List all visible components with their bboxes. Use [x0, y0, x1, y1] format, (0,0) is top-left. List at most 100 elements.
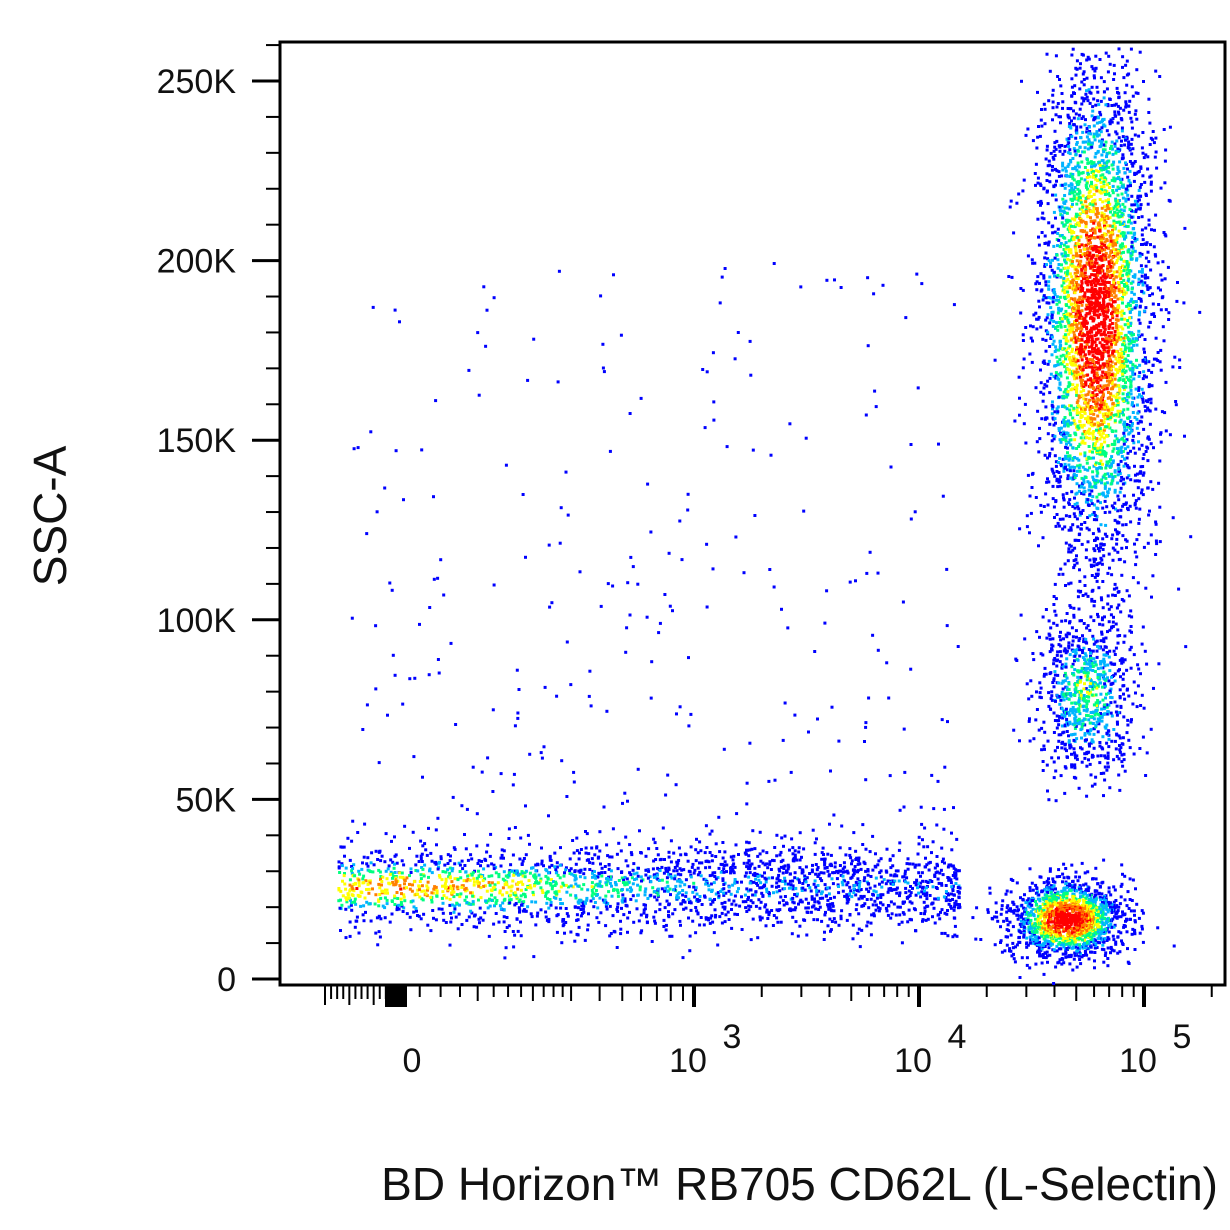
event-dot — [1150, 595, 1153, 599]
event-dot — [1006, 935, 1009, 939]
event-dot — [1106, 494, 1109, 498]
event-dot — [1073, 723, 1077, 727]
event-dot — [1089, 728, 1093, 732]
event-dot — [1041, 769, 1045, 772]
event-dot — [1085, 135, 1089, 139]
event-dot — [776, 920, 780, 924]
event-dot — [793, 871, 797, 875]
event-dot — [1138, 471, 1142, 475]
event-dot — [1090, 664, 1094, 668]
event-dot — [518, 857, 522, 861]
event-dot — [600, 871, 604, 875]
event-dot — [897, 922, 901, 926]
event-dot — [457, 912, 461, 916]
event-dot — [1107, 924, 1111, 928]
event-dot — [592, 905, 596, 909]
event-dot — [1022, 357, 1026, 361]
event-dot — [781, 738, 785, 742]
event-dot — [787, 882, 790, 886]
event-dot — [1050, 313, 1054, 317]
event-dot — [1149, 442, 1153, 446]
event-dot — [1015, 943, 1019, 947]
event-dot — [1046, 954, 1049, 958]
event-dot — [1159, 288, 1162, 292]
event-dot — [1087, 142, 1091, 146]
event-dot — [1148, 143, 1152, 146]
event-dot — [856, 931, 860, 935]
event-dot — [783, 895, 787, 898]
event-dot — [1096, 90, 1100, 94]
event-dot — [1099, 501, 1102, 505]
event-dot — [855, 903, 859, 907]
event-dot — [1168, 125, 1172, 129]
event-dot — [876, 648, 880, 652]
event-dot — [1102, 712, 1106, 716]
event-dot — [1094, 775, 1098, 779]
event-dot — [1090, 65, 1094, 69]
event-dot — [669, 875, 673, 878]
event-dot — [735, 812, 739, 816]
event-dot — [1129, 47, 1133, 51]
event-dot — [1164, 148, 1168, 152]
event-dot — [1113, 548, 1117, 552]
event-dot — [1111, 475, 1115, 479]
event-dot — [1054, 597, 1058, 601]
event-dot — [1075, 648, 1079, 652]
event-dot — [1050, 353, 1054, 357]
event-dot — [1081, 115, 1085, 119]
event-dot — [779, 865, 783, 869]
event-dot — [559, 902, 563, 905]
event-dot — [1070, 85, 1074, 89]
event-dot — [1080, 542, 1084, 546]
event-dot — [1103, 148, 1107, 152]
event-dot — [938, 917, 942, 921]
event-dot — [1112, 615, 1115, 619]
event-dot — [432, 495, 435, 499]
event-dot — [1086, 729, 1090, 733]
event-dot — [1063, 723, 1067, 727]
event-dot — [463, 833, 466, 836]
event-dot — [713, 908, 717, 912]
event-dot — [597, 920, 601, 924]
event-dot — [675, 712, 678, 716]
event-dot — [1078, 637, 1082, 640]
event-dot — [569, 683, 573, 687]
event-dot — [672, 851, 676, 855]
event-dot — [745, 887, 749, 891]
event-dot — [747, 854, 751, 858]
event-dot — [1057, 170, 1061, 174]
event-dot — [381, 904, 385, 908]
event-dot — [1122, 431, 1126, 435]
event-dot — [1110, 537, 1114, 541]
event-dot — [1067, 145, 1071, 148]
event-dot — [731, 869, 735, 873]
event-dot — [1080, 102, 1084, 106]
event-dot — [1120, 157, 1124, 161]
event-dot — [625, 626, 629, 630]
event-dot — [1007, 275, 1011, 278]
event-dot — [1068, 124, 1072, 128]
event-dot — [1021, 189, 1025, 193]
event-dot — [932, 807, 936, 811]
event-dot — [1158, 360, 1162, 364]
event-dot — [1137, 517, 1141, 521]
event-dot — [815, 888, 819, 892]
event-dot — [1073, 84, 1077, 88]
event-dot — [1052, 437, 1056, 441]
event-dot — [1136, 479, 1139, 483]
event-dot — [714, 842, 718, 846]
event-dot — [867, 906, 871, 910]
event-dot — [502, 856, 505, 860]
event-dot — [1060, 693, 1064, 697]
event-dot — [1049, 318, 1053, 322]
event-dot — [1139, 264, 1143, 268]
event-dot — [418, 622, 421, 626]
event-dot — [760, 916, 764, 920]
event-dot — [743, 874, 747, 878]
event-dot — [1056, 258, 1060, 262]
event-dot — [448, 903, 452, 907]
event-dot — [548, 854, 552, 858]
event-dot — [1130, 932, 1134, 936]
event-dot — [1141, 131, 1145, 134]
event-dot — [1122, 108, 1126, 112]
